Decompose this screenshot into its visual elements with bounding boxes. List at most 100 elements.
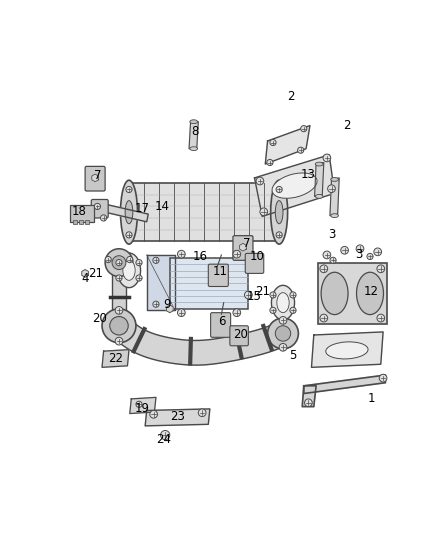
Text: 3: 3 bbox=[328, 229, 335, 241]
Text: 9: 9 bbox=[164, 298, 171, 311]
Text: 24: 24 bbox=[156, 433, 171, 446]
Polygon shape bbox=[314, 163, 324, 196]
Circle shape bbox=[116, 275, 122, 281]
Bar bbox=[73, 220, 77, 224]
Text: 21: 21 bbox=[255, 285, 270, 297]
Polygon shape bbox=[304, 375, 385, 393]
Circle shape bbox=[367, 253, 373, 260]
Ellipse shape bbox=[315, 195, 323, 198]
Bar bbox=[112, 263, 126, 326]
FancyBboxPatch shape bbox=[230, 326, 248, 346]
Circle shape bbox=[233, 251, 240, 258]
Ellipse shape bbox=[276, 200, 283, 224]
Text: 8: 8 bbox=[191, 125, 198, 138]
Ellipse shape bbox=[190, 120, 198, 124]
Circle shape bbox=[323, 251, 331, 259]
Circle shape bbox=[270, 292, 276, 298]
Circle shape bbox=[301, 126, 307, 132]
Text: 18: 18 bbox=[71, 205, 86, 219]
Circle shape bbox=[161, 431, 170, 440]
Circle shape bbox=[267, 159, 273, 166]
Polygon shape bbox=[92, 174, 99, 182]
Text: 7: 7 bbox=[95, 169, 102, 182]
Circle shape bbox=[320, 265, 328, 273]
Polygon shape bbox=[302, 386, 316, 407]
Circle shape bbox=[198, 409, 206, 417]
Circle shape bbox=[126, 232, 132, 238]
FancyBboxPatch shape bbox=[233, 236, 253, 260]
Circle shape bbox=[100, 215, 107, 221]
FancyBboxPatch shape bbox=[85, 166, 105, 191]
Bar bbox=[85, 220, 89, 224]
Circle shape bbox=[374, 248, 381, 256]
Circle shape bbox=[127, 256, 133, 263]
Bar bbox=[170, 258, 248, 309]
Circle shape bbox=[110, 317, 128, 335]
Polygon shape bbox=[166, 305, 173, 313]
Circle shape bbox=[304, 399, 312, 407]
Text: 13: 13 bbox=[301, 167, 316, 181]
Text: 2: 2 bbox=[287, 90, 294, 103]
Circle shape bbox=[279, 343, 287, 351]
Polygon shape bbox=[97, 203, 148, 222]
Bar bbox=[79, 220, 83, 224]
FancyBboxPatch shape bbox=[211, 313, 231, 337]
Circle shape bbox=[270, 140, 276, 146]
Text: 15: 15 bbox=[247, 290, 262, 303]
Circle shape bbox=[260, 208, 268, 216]
Ellipse shape bbox=[277, 293, 289, 313]
Circle shape bbox=[276, 232, 282, 238]
Text: 21: 21 bbox=[88, 267, 103, 280]
Ellipse shape bbox=[321, 272, 348, 314]
Circle shape bbox=[126, 187, 132, 192]
Circle shape bbox=[320, 314, 328, 322]
Text: 10: 10 bbox=[250, 250, 265, 263]
Polygon shape bbox=[130, 398, 156, 414]
Text: 23: 23 bbox=[170, 410, 185, 423]
Bar bbox=[70, 205, 94, 222]
Circle shape bbox=[102, 309, 136, 343]
Circle shape bbox=[136, 260, 142, 265]
Text: 4: 4 bbox=[81, 271, 89, 285]
Ellipse shape bbox=[315, 162, 323, 166]
Text: 2: 2 bbox=[343, 119, 351, 132]
Text: 3: 3 bbox=[355, 248, 362, 261]
Circle shape bbox=[105, 249, 133, 277]
Polygon shape bbox=[147, 255, 175, 310]
Circle shape bbox=[116, 260, 122, 265]
Circle shape bbox=[290, 308, 296, 313]
Circle shape bbox=[256, 177, 264, 185]
Ellipse shape bbox=[120, 180, 138, 244]
Polygon shape bbox=[240, 244, 246, 251]
Circle shape bbox=[377, 265, 385, 273]
Polygon shape bbox=[330, 178, 339, 216]
Polygon shape bbox=[82, 270, 88, 277]
Text: 7: 7 bbox=[243, 237, 251, 250]
Polygon shape bbox=[265, 126, 310, 164]
Circle shape bbox=[276, 326, 291, 341]
Circle shape bbox=[94, 203, 100, 209]
Circle shape bbox=[270, 308, 276, 313]
Ellipse shape bbox=[117, 253, 141, 288]
Polygon shape bbox=[311, 332, 383, 367]
Circle shape bbox=[177, 251, 185, 258]
Circle shape bbox=[136, 275, 142, 281]
Bar bbox=[129, 183, 279, 241]
Ellipse shape bbox=[125, 200, 133, 224]
Ellipse shape bbox=[123, 260, 135, 280]
Polygon shape bbox=[110, 317, 288, 365]
Circle shape bbox=[150, 410, 158, 418]
Circle shape bbox=[153, 301, 159, 308]
Text: 14: 14 bbox=[155, 200, 170, 213]
Circle shape bbox=[115, 306, 123, 314]
Text: 22: 22 bbox=[108, 352, 123, 365]
Circle shape bbox=[298, 147, 304, 154]
Text: 17: 17 bbox=[134, 202, 150, 215]
FancyBboxPatch shape bbox=[208, 264, 228, 287]
Polygon shape bbox=[189, 122, 198, 149]
Text: 20: 20 bbox=[92, 312, 107, 325]
Text: 6: 6 bbox=[218, 316, 225, 328]
Circle shape bbox=[276, 187, 282, 192]
Ellipse shape bbox=[271, 180, 288, 244]
Ellipse shape bbox=[272, 173, 317, 198]
